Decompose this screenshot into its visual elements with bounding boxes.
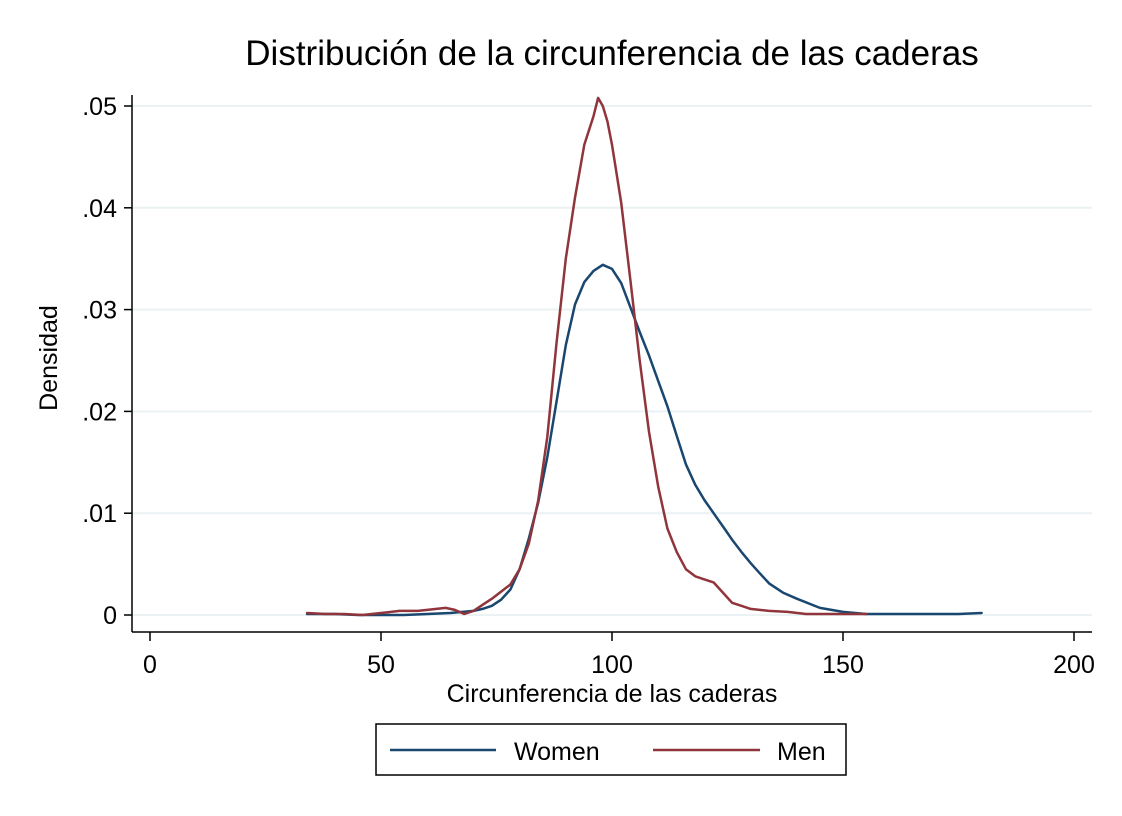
y-tick-label: .03 — [82, 297, 117, 325]
y-axis-label: Densidad — [35, 305, 63, 411]
y-tick-label: .02 — [82, 398, 117, 426]
series-lines — [305, 96, 983, 617]
grid-lines — [132, 105, 1092, 616]
x-axis-label: Circunferencia de las caderas — [447, 680, 778, 708]
legend-label-men: Men — [777, 738, 826, 766]
y-tick-label: .01 — [82, 500, 117, 528]
x-axis-ticks: 0 50 100 150 200 — [143, 632, 1095, 679]
x-tick-label: 100 — [591, 651, 633, 679]
y-tick-label: .05 — [82, 93, 117, 121]
x-tick-label: 150 — [822, 651, 864, 679]
legend-label-women: Women — [514, 738, 600, 766]
chart-title: Distribución de la circunferencia de las… — [245, 34, 978, 73]
series-line-men — [305, 96, 868, 617]
legend: Women Men — [375, 723, 847, 776]
x-tick-label: 0 — [143, 651, 157, 679]
y-axis-ticks: 0 .01 .02 .03 .04 .05 — [82, 93, 132, 630]
x-tick-label: 200 — [1053, 651, 1095, 679]
y-tick-label: .04 — [82, 195, 117, 223]
y-tick-label: 0 — [103, 602, 117, 630]
x-tick-label: 50 — [367, 651, 395, 679]
